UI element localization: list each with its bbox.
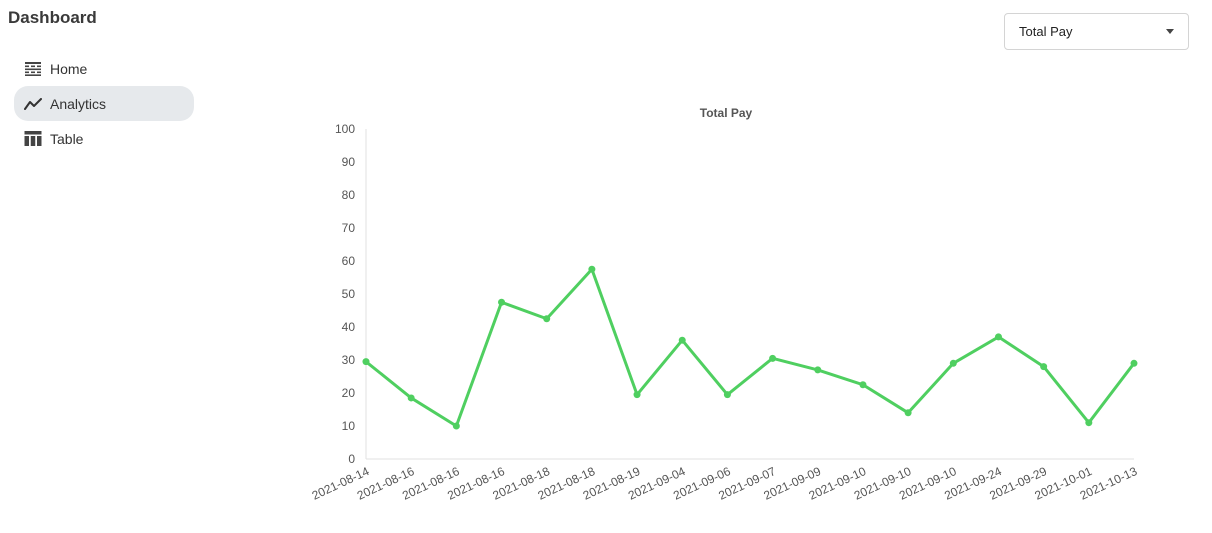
y-tick-label: 70 <box>342 221 356 235</box>
y-tick-label: 80 <box>342 188 356 202</box>
x-tick-label: 2021-08-16 <box>400 464 462 503</box>
y-tick-label: 30 <box>342 353 356 367</box>
sidebar-item-label: Table <box>50 130 84 147</box>
x-tick-label: 2021-08-18 <box>536 464 598 503</box>
x-tick-label: 2021-10-01 <box>1033 464 1095 503</box>
data-point[interactable] <box>362 358 370 366</box>
metric-select-value: Total Pay <box>1019 24 1073 39</box>
table-icon <box>24 130 42 148</box>
x-tick-label: 2021-08-18 <box>490 464 552 503</box>
data-point[interactable] <box>543 315 551 323</box>
sidebar-item-analytics[interactable]: Analytics <box>14 86 194 121</box>
analytics-line-icon <box>24 95 42 113</box>
sidebar-item-label: Home <box>50 60 88 77</box>
x-tick-label: 2021-08-19 <box>581 464 643 503</box>
data-point[interactable] <box>633 391 641 399</box>
chart-title: Total Pay <box>700 106 753 120</box>
sidebar-item-home[interactable]: Home <box>14 51 194 86</box>
x-tick-label: 2021-09-04 <box>626 464 688 503</box>
x-tick-label: 2021-08-16 <box>445 464 507 503</box>
data-point[interactable] <box>814 366 822 374</box>
series-line <box>364 267 1136 428</box>
data-point[interactable] <box>994 333 1002 341</box>
x-tick-label: 2021-09-10 <box>807 464 869 503</box>
sidebar-item-table[interactable]: Table <box>14 121 194 156</box>
x-tick-label: 2021-08-16 <box>355 464 417 503</box>
sidebar: Home Analytics Table <box>14 51 194 156</box>
x-tick-label: 2021-09-29 <box>987 464 1049 503</box>
data-point[interactable] <box>949 359 957 367</box>
data-point[interactable] <box>588 265 596 273</box>
y-tick-label: 40 <box>342 320 356 334</box>
x-tick-label: 2021-09-06 <box>671 464 733 503</box>
data-point[interactable] <box>678 336 686 344</box>
x-tick-label: 2021-09-10 <box>897 464 959 503</box>
data-point[interactable] <box>769 354 777 362</box>
x-tick-label: 2021-09-07 <box>716 464 778 503</box>
x-tick-label: 2021-09-10 <box>852 464 914 503</box>
y-tick-label: 100 <box>335 122 355 136</box>
metric-select[interactable]: Total Pay <box>1004 13 1189 50</box>
x-tick-label: 2021-09-24 <box>942 464 1004 503</box>
home-table-icon <box>24 60 42 78</box>
x-tick-label: 2021-08-14 <box>310 464 372 503</box>
y-tick-label: 90 <box>342 155 356 169</box>
data-point[interactable] <box>904 409 912 417</box>
data-point[interactable] <box>407 394 415 402</box>
x-tick-label: 2021-10-13 <box>1078 464 1140 503</box>
y-tick-label: 0 <box>348 452 355 466</box>
data-point[interactable] <box>859 381 867 389</box>
data-point[interactable] <box>1040 363 1048 371</box>
x-tick-label: 2021-09-09 <box>761 464 823 503</box>
y-tick-label: 20 <box>342 386 356 400</box>
chevron-down-icon <box>1166 29 1174 34</box>
data-point[interactable] <box>1130 359 1138 367</box>
sidebar-item-label: Analytics <box>50 95 107 112</box>
data-point[interactable] <box>1085 419 1093 427</box>
y-tick-label: 10 <box>342 419 356 433</box>
y-tick-label: 50 <box>342 287 356 301</box>
page-title: Dashboard <box>8 8 97 27</box>
data-point[interactable] <box>498 298 506 306</box>
y-tick-label: 60 <box>342 254 356 268</box>
data-point[interactable] <box>452 422 460 430</box>
data-point[interactable] <box>723 391 731 399</box>
